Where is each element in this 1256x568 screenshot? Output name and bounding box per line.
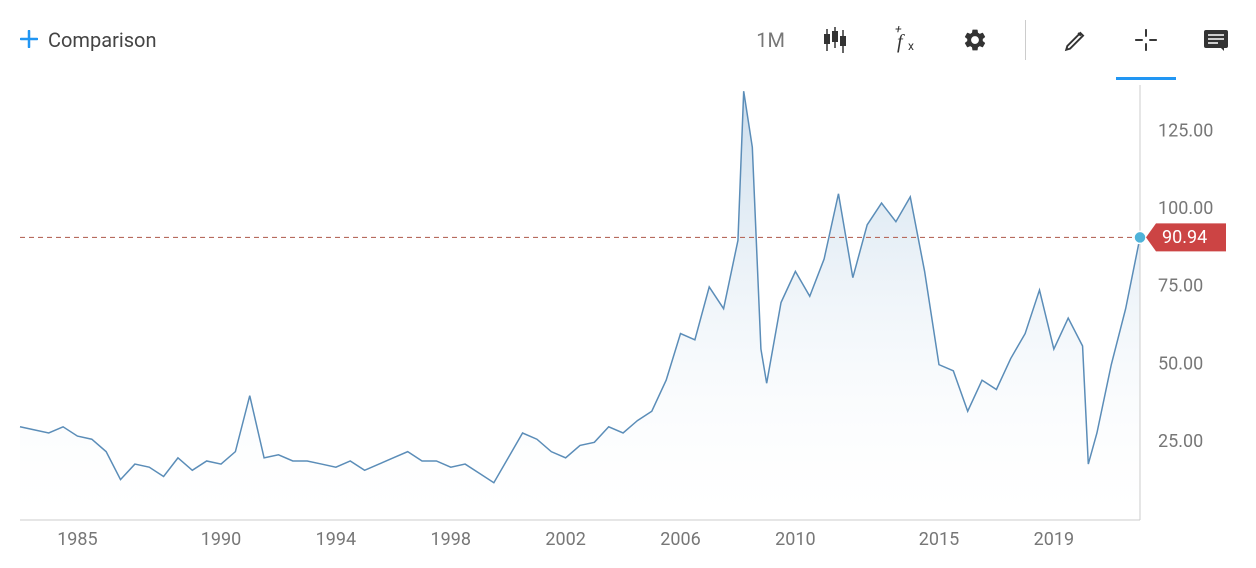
text-note-icon[interactable]: [1196, 20, 1236, 60]
toolbar-divider: [1025, 20, 1026, 60]
interval-selector[interactable]: 1M: [756, 28, 785, 52]
svg-text:75.00: 75.00: [1158, 276, 1203, 297]
svg-text:1994: 1994: [316, 529, 356, 550]
svg-text:2015: 2015: [919, 529, 959, 550]
comparison-button[interactable]: Comparison: [20, 26, 157, 54]
svg-text:2010: 2010: [775, 529, 815, 550]
candlestick-icon[interactable]: [815, 20, 855, 60]
toolbar-right: 1M + f x: [756, 20, 1236, 60]
price-chart[interactable]: 25.00 50.00 75.00 100.00 125.00 1985 1990 1994 1…: [0, 80, 1256, 568]
gear-icon[interactable]: [955, 20, 995, 60]
svg-text:2002: 2002: [545, 529, 585, 550]
plus-icon: [20, 26, 38, 54]
svg-text:100.00: 100.00: [1158, 198, 1213, 219]
svg-text:1990: 1990: [201, 529, 241, 550]
svg-text:x: x: [908, 39, 914, 53]
svg-text:90.94: 90.94: [1162, 227, 1207, 248]
svg-text:1998: 1998: [431, 529, 471, 550]
pencil-icon[interactable]: [1056, 20, 1096, 60]
crosshair-icon[interactable]: [1126, 20, 1166, 60]
toolbar: Comparison 1M + f x: [0, 0, 1256, 80]
svg-text:1985: 1985: [57, 529, 97, 550]
svg-text:25.00: 25.00: [1158, 431, 1203, 452]
svg-text:2019: 2019: [1034, 529, 1074, 550]
comparison-label: Comparison: [48, 28, 157, 52]
svg-text:125.00: 125.00: [1158, 120, 1213, 141]
svg-text:50.00: 50.00: [1158, 353, 1203, 374]
indicators-icon[interactable]: + f x: [885, 20, 925, 60]
svg-text:2006: 2006: [660, 529, 700, 550]
svg-text:f: f: [897, 31, 905, 53]
